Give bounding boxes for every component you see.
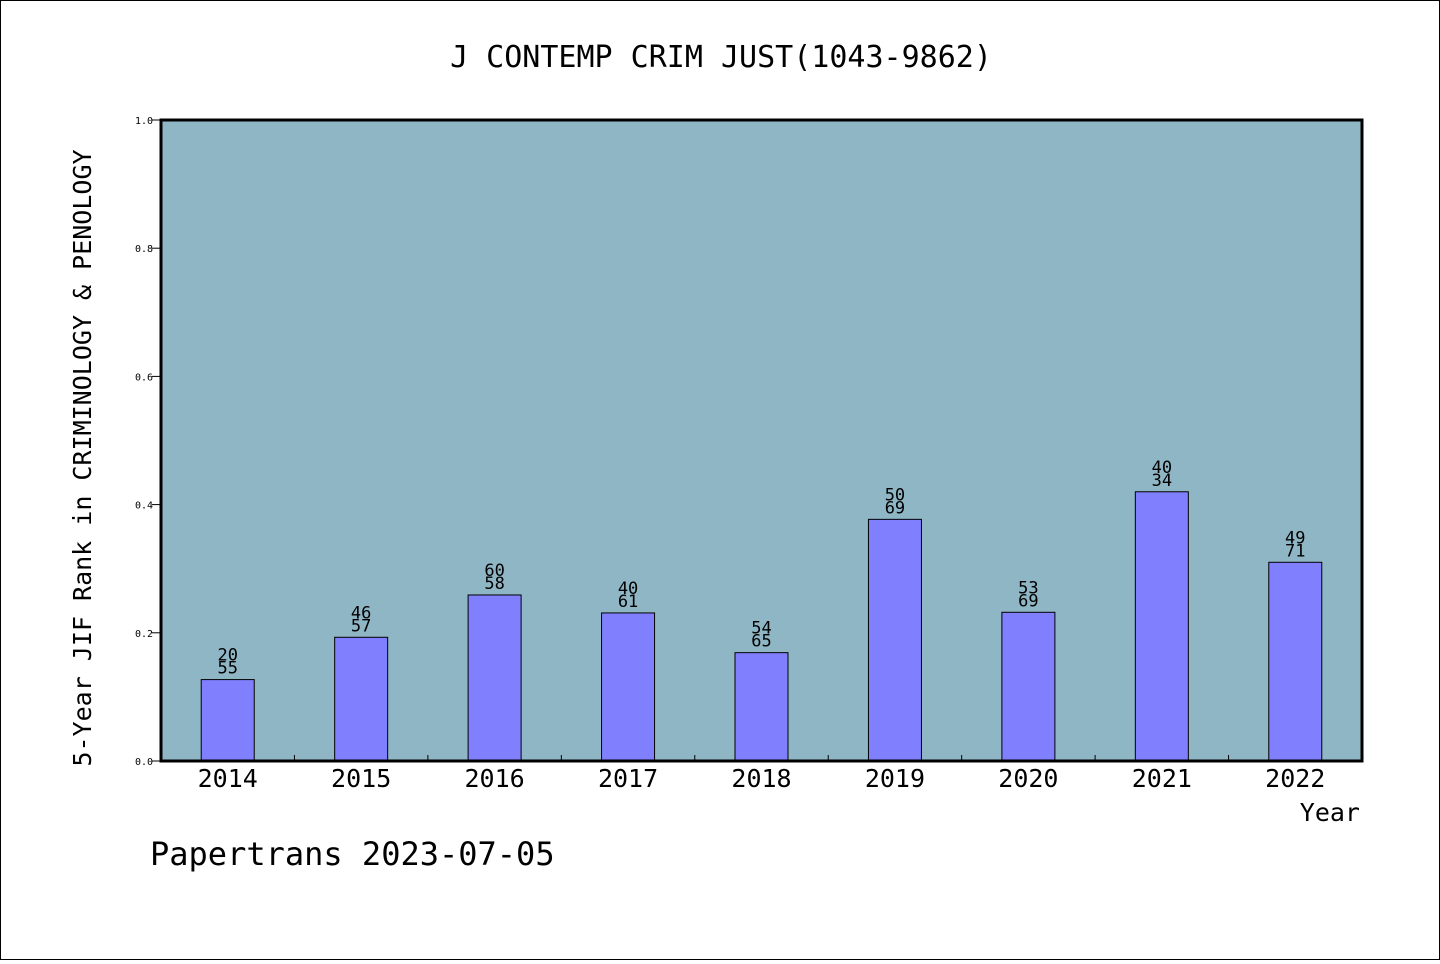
x-tick-label: 2021 xyxy=(1132,764,1192,793)
x-tick-label: 2015 xyxy=(331,764,391,793)
x-tick-label: 2016 xyxy=(465,764,525,793)
bar-label-top: 20 xyxy=(217,646,237,666)
bar-2017 xyxy=(601,612,656,762)
bar-label-top: 54 xyxy=(751,619,771,639)
bar-label-bottom: 34 xyxy=(1152,471,1172,491)
bar-2015 xyxy=(334,636,389,762)
x-tick-labels: 2014 2015 2016 2017 2018 2019 2020 2021 2022 xyxy=(198,764,1326,793)
y-tick-label: 0.2 xyxy=(135,629,153,640)
bar-label-bottom: 57 xyxy=(351,616,371,636)
bar-label-top: 46 xyxy=(351,603,371,623)
y-ticks: 0.0 0.2 0.4 0.6 0.8 1.0 xyxy=(135,116,161,768)
bar-label-top: 60 xyxy=(484,561,504,581)
x-tick-label: 2018 xyxy=(731,764,791,793)
chart-title: J CONTEMP CRIM JUST(1043-9862) xyxy=(450,40,992,75)
bar-2019 xyxy=(867,518,922,762)
x-tick-label: 2022 xyxy=(1265,764,1325,793)
bar-2020 xyxy=(1001,611,1056,762)
y-axis-label: 5-Year JIF Rank in CRIMINOLOGY & PENOLOG… xyxy=(68,149,97,766)
source-footer: Papertrans 2023-07-05 xyxy=(150,835,555,873)
bar-2014 xyxy=(200,679,255,762)
bar-label-bottom: 69 xyxy=(1018,591,1038,611)
bar-label-bottom: 55 xyxy=(217,659,237,679)
bar-label-top: 50 xyxy=(885,485,905,505)
bar-label-bottom: 58 xyxy=(484,574,504,594)
y-tick-label: 0.0 xyxy=(135,757,153,768)
x-axis-label: Year xyxy=(1300,798,1360,827)
plot-border xyxy=(159,118,1364,763)
y-tick-label: 0.8 xyxy=(135,244,153,255)
bars xyxy=(200,491,1323,762)
bar-label-top: 49 xyxy=(1285,528,1305,548)
x-tick-label: 2020 xyxy=(998,764,1058,793)
bar-label-top: 53 xyxy=(1018,578,1038,598)
y-tick-label: 0.6 xyxy=(135,372,153,383)
x-tick-label: 2017 xyxy=(598,764,658,793)
bar-label-top: 40 xyxy=(618,579,638,599)
bar-label-bottom: 69 xyxy=(885,498,905,518)
bar-label-bottom: 61 xyxy=(618,592,638,612)
bar-label-bottom: 71 xyxy=(1285,541,1305,561)
bar-label-bottom: 65 xyxy=(751,632,771,652)
bar-2018 xyxy=(734,652,789,762)
bar-2021 xyxy=(1134,491,1189,762)
bar-2016 xyxy=(467,594,522,762)
y-tick-label: 1.0 xyxy=(135,116,153,127)
bar-label-top: 40 xyxy=(1152,458,1172,478)
bar-2022 xyxy=(1268,561,1323,762)
x-tick-label: 2019 xyxy=(865,764,925,793)
x-tick-label: 2014 xyxy=(198,764,258,793)
y-tick-label: 0.4 xyxy=(135,501,153,512)
